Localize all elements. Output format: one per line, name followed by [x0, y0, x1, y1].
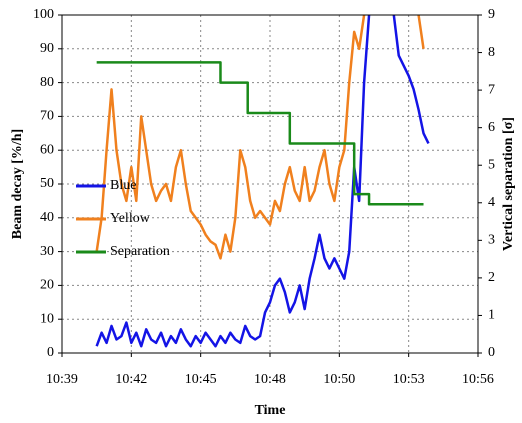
- legend: Blue Yellow Separation: [76, 178, 170, 259]
- y2-axis-label: Vertical separation [σ]: [501, 117, 516, 251]
- y-tick-label: 40: [40, 210, 54, 225]
- y2-tick-label: 2: [488, 270, 495, 285]
- x-tick-label: 10:48: [254, 372, 286, 387]
- y-tick-label: 50: [40, 176, 54, 191]
- y-tick-label: 30: [40, 244, 54, 259]
- x-tick-label: 10:56: [462, 372, 494, 387]
- legend-label: Separation: [110, 244, 170, 259]
- series-line: [95, 15, 430, 348]
- y-tick-label: 20: [40, 278, 54, 293]
- x-tick-label: 10:42: [115, 372, 147, 387]
- y-tick-label: 10: [40, 311, 54, 326]
- y-tick-label: 90: [40, 41, 54, 56]
- y-axis-label: Beam decay [%/h]: [10, 129, 25, 239]
- axes: 0 10 20 30 40 50 60 70 80 90 100 0 1 2 3 4 5 6 7 8 9 10:39 10:…: [33, 7, 495, 387]
- y-tick-label: 70: [40, 109, 54, 124]
- y-tick-label: 100: [33, 7, 54, 22]
- y2-tick-label: 7: [488, 82, 495, 97]
- y2-tick-label: 4: [488, 195, 495, 210]
- y-tick-label: 0: [47, 345, 54, 360]
- legend-label: Blue: [110, 178, 136, 193]
- y2-tick-label: 0: [488, 345, 495, 360]
- series-line: [95, 15, 425, 260]
- plot-lines: [95, 15, 430, 348]
- series-line: [96, 61, 424, 206]
- y-tick-label: 60: [40, 142, 54, 157]
- y2-tick-label: 6: [488, 120, 495, 135]
- y2-tick-label: 3: [488, 233, 495, 248]
- legend-label: Yellow: [110, 211, 151, 226]
- y-tick-label: 80: [40, 75, 54, 90]
- x-tick-label: 10:45: [185, 372, 217, 387]
- x-tick-label: 10:50: [323, 372, 355, 387]
- x-axis-label: Time: [255, 403, 286, 418]
- y2-tick-label: 1: [488, 308, 495, 323]
- x-tick-label: 10:39: [46, 372, 78, 387]
- y2-tick-label: 9: [488, 7, 495, 22]
- y2-tick-label: 8: [488, 45, 495, 60]
- y2-tick-label: 5: [488, 157, 495, 172]
- x-tick-label: 10:53: [393, 372, 425, 387]
